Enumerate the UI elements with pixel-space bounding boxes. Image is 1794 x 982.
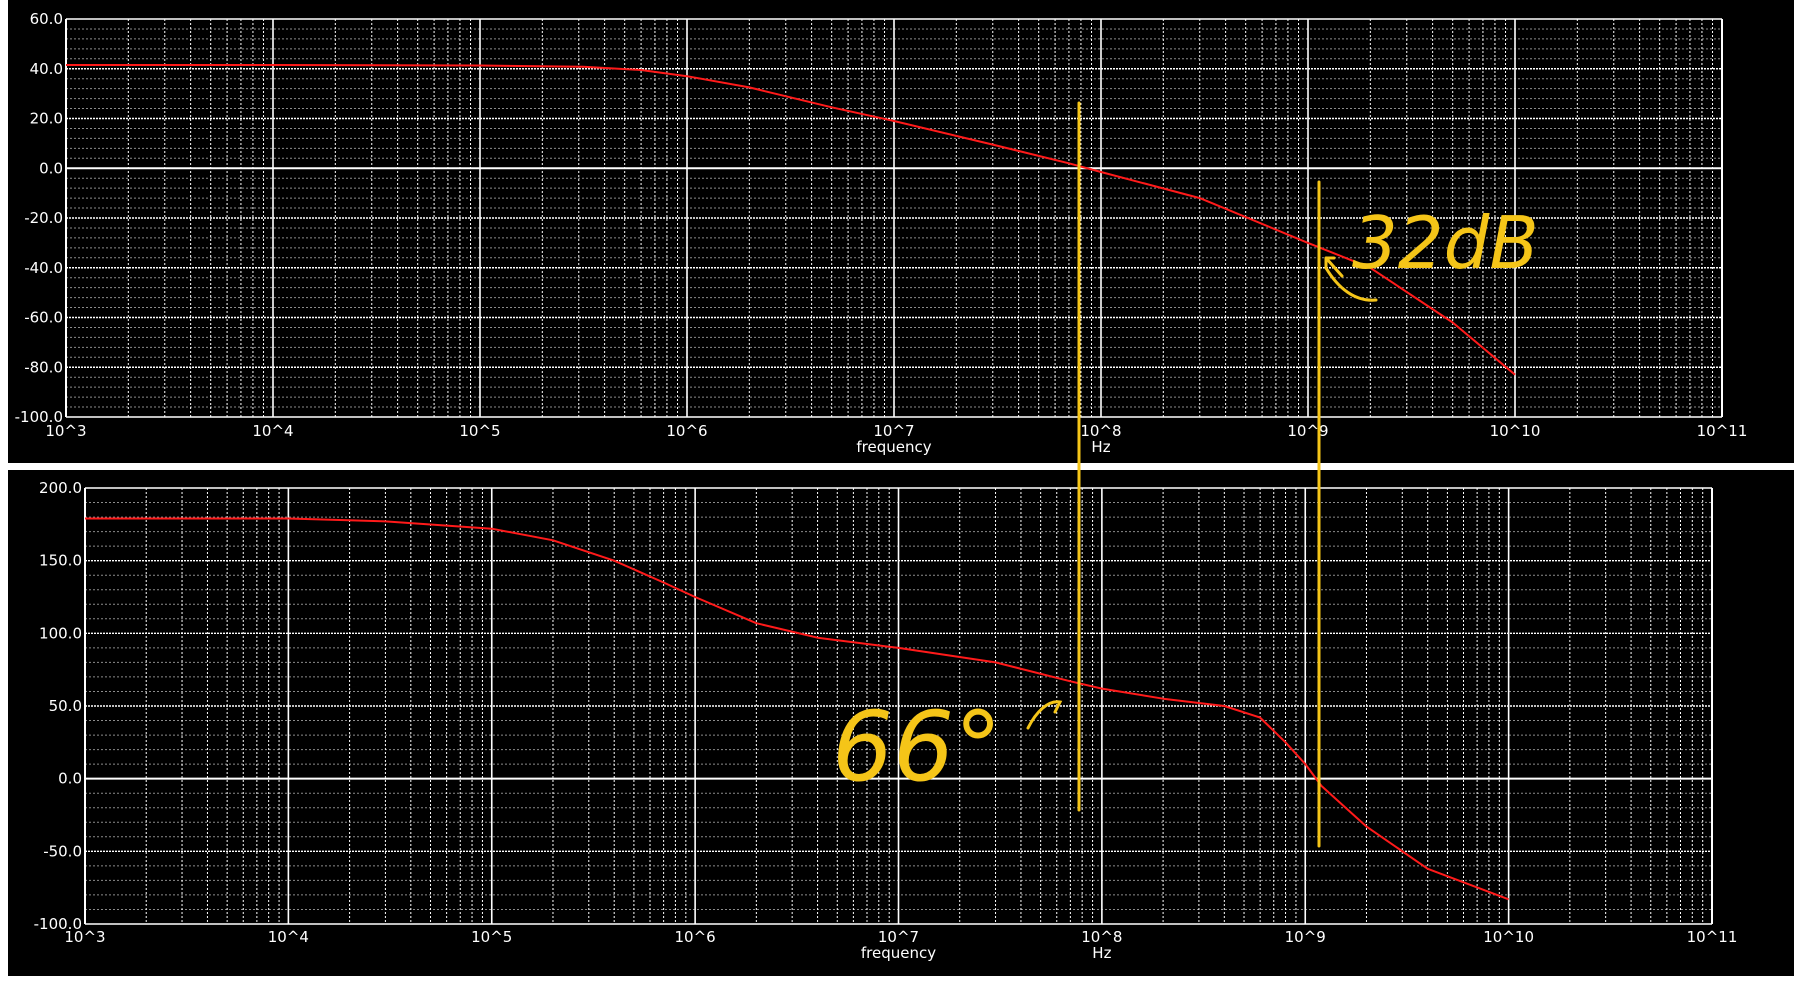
phase-x-tick-label: 10^7 [878, 928, 919, 946]
phase-x-axis-unit: Hz [1092, 944, 1111, 962]
annotation-layer: 32dB 66° [832, 101, 1539, 848]
mag-x-tick-label: 10^8 [1080, 422, 1121, 440]
mag-y-tick-label: 0.0 [39, 159, 63, 177]
phase-margin-arrow [1026, 700, 1063, 730]
phase-x-tick-label: 10^8 [1081, 928, 1122, 946]
mag-x-axis-label: frequency [856, 438, 931, 456]
mag-x-tick-label: 10^9 [1287, 422, 1328, 440]
phase-y-tick-label: 200.0 [39, 479, 82, 497]
mag-y-tick-label: -80.0 [24, 358, 63, 376]
phase-margin-label: 66° [832, 691, 1002, 803]
mag-major-gridlines [65, 18, 1723, 418]
mag-y-tick-label: 20.0 [30, 110, 63, 128]
phase-trace [85, 517, 1509, 901]
mag-y-tick-label: 60.0 [30, 10, 63, 28]
mag-x-axis-unit: Hz [1091, 438, 1110, 456]
mag-y-tick-label: 40.0 [30, 60, 63, 78]
magnitude-chart: 10^3 10^4 10^5 10^6 10^7 10^8 10^9 10^10 10^11 60… [15, 10, 1748, 456]
phase-x-axis-label: frequency [861, 944, 936, 962]
mag-x-tick-label: 10^7 [873, 422, 914, 440]
mag-x-tick-label: 10^3 [45, 422, 86, 440]
mag-y-tick-label: -20.0 [24, 209, 63, 227]
mag-x-tick-label: 10^10 [1490, 422, 1541, 440]
phase-y-tick-label: -50.0 [43, 842, 82, 860]
phase-x-tick-label: 10^5 [471, 928, 512, 946]
phase-chart: 10^3 10^4 10^5 10^6 10^7 10^8 10^9 10^10 10^11 20… [34, 479, 1738, 962]
mag-y-tick-label: -100.0 [15, 408, 63, 426]
mag-x-tick-label: 10^11 [1697, 422, 1748, 440]
gain-margin-arrow [1324, 256, 1378, 302]
phase-y-tick-label: 100.0 [39, 624, 82, 642]
mag-y-tick-label: -60.0 [24, 309, 63, 327]
phase-y-tick-label: 150.0 [39, 552, 82, 570]
phase-x-tick-label: 10^4 [268, 928, 309, 946]
mag-x-tick-label: 10^5 [459, 422, 500, 440]
mag-x-tick-label: 10^6 [666, 422, 707, 440]
phase-x-tick-label: 10^3 [64, 928, 105, 946]
panel-separator [0, 463, 1794, 470]
mag-y-tick-label: -40.0 [24, 259, 63, 277]
mag-x-tick-label: 10^4 [252, 422, 293, 440]
magnitude-panel-background [8, 0, 1794, 463]
phase-x-tick-label: 10^9 [1285, 928, 1326, 946]
phase-x-tick-label: 10^10 [1483, 928, 1534, 946]
mag-trace [66, 64, 1516, 376]
gain-margin-label: 32dB [1352, 201, 1539, 285]
phase-panel-background [8, 470, 1794, 976]
phase-x-tick-label: 10^6 [675, 928, 716, 946]
phase-y-tick-label: -100.0 [34, 915, 82, 933]
phase-x-tick-label: 10^11 [1687, 928, 1738, 946]
phase-y-tick-label: 0.0 [58, 770, 82, 788]
phase-y-tick-label: 50.0 [49, 697, 82, 715]
phase-major-gridlines [84, 487, 1713, 925]
